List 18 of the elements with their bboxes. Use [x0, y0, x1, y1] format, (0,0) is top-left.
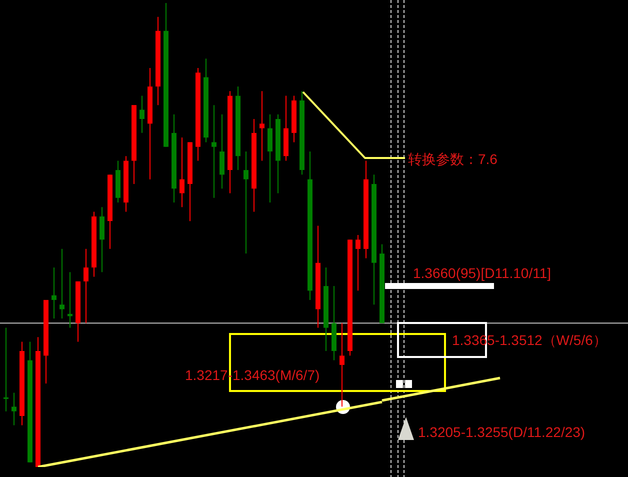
candlestick [140, 95, 144, 134]
candlestick [212, 104, 216, 198]
candlestick [52, 266, 56, 320]
candlestick [84, 248, 88, 324]
ref-line-label: 1.3660(95)[D11.10/11] [413, 265, 552, 282]
candlestick [180, 137, 184, 208]
candlestick [260, 90, 264, 162]
text: 1.3205-1.3255(D/11.22/23) [418, 424, 586, 440]
candlestick [100, 206, 104, 273]
candlestick [12, 392, 16, 426]
text: 转换参数：7.6 [408, 151, 498, 167]
candlestick [4, 327, 8, 412]
candlestick [244, 150, 248, 254]
candlestick [60, 248, 64, 320]
candlestick [356, 234, 360, 292]
candlestick [268, 114, 272, 204]
candlestick [220, 114, 224, 190]
candlestick [340, 322, 344, 408]
